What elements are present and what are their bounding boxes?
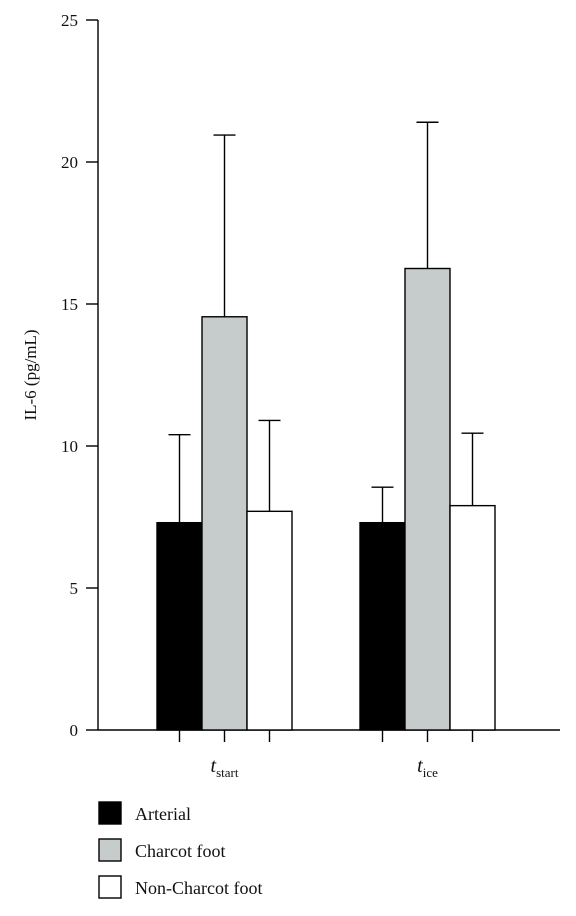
legend-swatch <box>98 838 122 862</box>
legend-swatch <box>98 801 122 825</box>
x-tick-label: tstart <box>211 755 239 780</box>
x-tick-label: tice <box>417 755 438 780</box>
bars <box>156 121 496 731</box>
bar-non-charcot-foot <box>449 504 496 731</box>
bar-arterial <box>156 521 203 731</box>
legend-label: Non-Charcot foot <box>135 878 262 898</box>
y-tick-label: 0 <box>70 721 79 740</box>
bar-arterial <box>359 521 406 731</box>
bar-non-charcot-foot <box>246 510 293 731</box>
y-tick-label: 15 <box>61 295 78 314</box>
y-tick-label: 25 <box>61 11 78 30</box>
y-tick-label: 10 <box>61 437 78 456</box>
legend-label: Arterial <box>135 804 191 824</box>
y-tick-label: 20 <box>61 153 78 172</box>
bar-charcot-foot <box>404 267 451 731</box>
legend: Arterial Charcot foot Non-Charcot foot <box>98 801 262 899</box>
y-tick-label: 5 <box>70 579 79 598</box>
y-axis-title: IL-6 (pg/mL) <box>21 329 40 420</box>
bar-charcot-foot <box>201 316 248 731</box>
legend-swatch <box>98 875 122 899</box>
legend-label: Charcot foot <box>135 841 225 861</box>
